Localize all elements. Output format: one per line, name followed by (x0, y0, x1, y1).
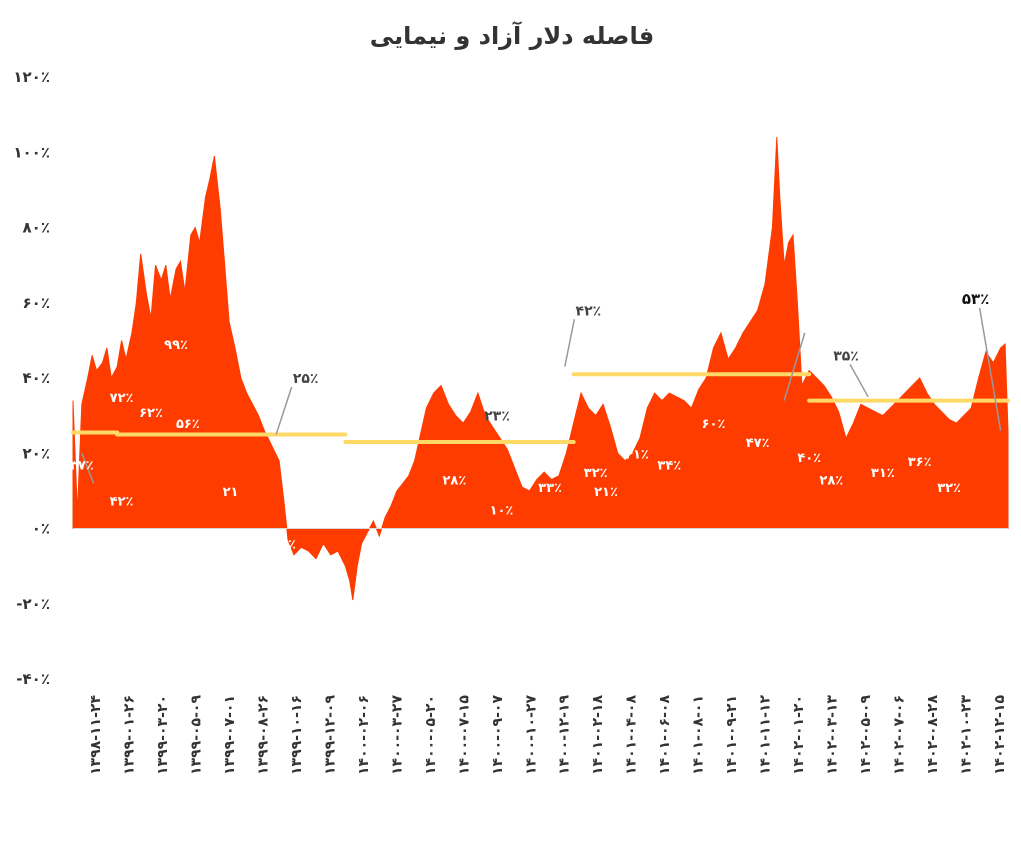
data-label: ۲۱ (223, 485, 239, 500)
data-label: ۷۲٪ (110, 391, 134, 406)
area-series (72, 137, 1009, 601)
data-label: ۳۲٪ (584, 466, 608, 481)
data-label: ۲۸٪ (819, 474, 843, 489)
x-tick-label: ۱۴۰۱-۱۱-۱۲ (758, 695, 774, 775)
annotation-leader (564, 319, 576, 367)
area-series-fill (72, 137, 1009, 601)
data-label: ۳۱٪ (871, 466, 895, 481)
data-label: ۴۲٪ (110, 494, 134, 509)
annotation-leader (978, 307, 1002, 431)
x-tick-label: ۱۳۹۹-۰۸-۲۶ (255, 695, 271, 775)
y-tick-label: ۸۰٪ (23, 219, 50, 237)
annotation-label: ۴۲٪ (576, 303, 602, 319)
x-tick-label: ۱۴۰۲-۰۷-۰۶ (892, 695, 908, 775)
data-label: ۲۱٪ (594, 485, 618, 500)
x-tick-label: ۱۴۰۱-۰۸-۰۱ (691, 695, 707, 775)
annotation-label: ۵۳٪ (962, 290, 989, 308)
x-tick-label: ۱۴۰۱-۰۹-۲۱ (724, 695, 740, 775)
y-tick-label: ۰٪ (32, 520, 50, 538)
y-tick-label: ۱۰۰٪ (13, 143, 50, 161)
data-label: ۱۰٪ (490, 504, 514, 519)
x-tick-label: ۱۴۰۲-۱۲-۱۵ (992, 695, 1008, 775)
data-label: ۶۰٪ (702, 417, 726, 432)
x-axis: ۱۳۹۸-۱۱-۲۴ ۱۳۹۹-۰۱-۲۶ ۱۳۹۹-۰۳-۲۰ ۱۳۹۹-۰۵-۰۹… (88, 695, 1008, 775)
annotation-leader (783, 332, 806, 401)
x-tick-label: ۱۴۰۰-۱۰-۲۷ (523, 695, 539, 775)
x-tick-label: ۱۴۰۰-۱۲-۱۹ (557, 695, 573, 775)
y-tick-label: -۴۰٪ (16, 670, 50, 688)
y-tick-label: ۲۰٪ (23, 444, 50, 462)
data-label: ۱۹ (286, 560, 302, 575)
data-label: ۳۶٪ (908, 455, 932, 470)
x-tick-label: ۱۴۰۰-۰۹-۰۷ (490, 695, 506, 775)
chart-title: فاصله دلار آزاد و نیمایی (370, 21, 654, 50)
annotation-label: ۲۵٪ (293, 371, 319, 387)
x-tick-label: ۱۴۰۱-۰۶-۰۸ (657, 695, 673, 775)
x-tick-label: ۱۳۹۹-۰۵-۰۹ (188, 695, 204, 775)
annotation-leader (275, 386, 293, 435)
x-tick-label: ۱۳۹۹-۰۷-۰۱ (222, 695, 238, 775)
x-tick-label: ۱۴۰۱-۰۲-۱۸ (590, 695, 606, 775)
y-tick-label: ۴۰٪ (23, 369, 50, 387)
x-tick-label: ۱۴۰۰-۰۲-۰۶ (356, 695, 372, 775)
data-label: ۳۷٪ (70, 459, 94, 474)
annotation-label: ۲۳٪ (484, 409, 510, 425)
data-labels: ۳۷٪ ۴۲٪ ۷۲٪ ۶۲٪ ۵۶٪ ۹۹٪ ۲۱ ۷٪ ۱۹ ۲۰٪ ۳۸٪ ۲۸٪ ۱۰٪ ۳۳٪ ۳… (70, 338, 961, 575)
annotation-leader (849, 364, 869, 398)
y-axis: -۴۰٪ -۲۰٪ ۰٪ ۲۰٪ ۴۰٪ ۶۰٪ ۸۰٪ ۱۰۰٪ ۱۲۰٪ (13, 68, 50, 688)
x-tick-label: ۱۴۰۰-۰۷-۱۵ (456, 695, 472, 775)
x-tick-label: ۱۳۹۹-۱۲-۰۹ (322, 695, 338, 775)
data-label: ۴۱٪ (625, 447, 649, 462)
data-label: ۴۷٪ (746, 436, 770, 451)
x-tick-label: ۱۳۹۹-۰۱-۲۶ (121, 695, 137, 775)
x-tick-label: ۱۴۰۰-۰۳-۲۷ (389, 695, 405, 775)
x-tick-label: ۱۳۹۹-۰۳-۲۰ (155, 695, 171, 775)
data-label: ۲۰٪ (363, 485, 387, 500)
data-label: ۳۲٪ (937, 481, 961, 496)
data-label: ۹۹٪ (164, 338, 188, 353)
x-tick-label: ۱۴۰۱-۰۴-۰۸ (624, 695, 640, 775)
data-label: ۳۸٪ (379, 455, 403, 470)
data-label: ۷٪ (280, 538, 296, 553)
annotation-label: ۳۵٪ (833, 348, 859, 364)
data-label: ۳۳٪ (538, 481, 562, 496)
annotation-leader (81, 452, 95, 484)
x-tick-label: ۱۴۰۲-۰۳-۱۳ (825, 695, 841, 775)
x-tick-label: ۱۴۰۰-۰۵-۲۰ (423, 695, 439, 775)
y-tick-label: -۲۰٪ (16, 595, 50, 613)
data-label: ۶۲٪ (139, 406, 163, 421)
data-label: ۲۸٪ (442, 474, 466, 489)
x-tick-label: ۱۴۰۲-۰۱-۲۰ (791, 695, 807, 775)
x-tick-label: ۱۳۹۹-۱۰-۱۶ (289, 695, 305, 775)
data-label: ۳۴٪ (657, 459, 681, 474)
x-tick-label: ۱۴۰۲-۰۸-۲۸ (925, 695, 941, 775)
average-lines (71, 372, 1010, 444)
x-tick-label: ۱۳۹۸-۱۱-۲۴ (88, 695, 104, 775)
annotations: ۲۵٪ ۲۳٪ ۴۲٪ ۳۵٪ ۵۳٪ (81, 290, 1002, 484)
data-label: ۵۶٪ (176, 417, 200, 432)
x-tick-label: ۱۴۰۲-۰۵-۰۹ (858, 695, 874, 775)
y-tick-label: ۶۰٪ (23, 294, 50, 312)
x-tick-label: ۱۴۰۲-۱۰-۲۳ (959, 695, 975, 775)
data-label: ۴۰٪ (797, 451, 821, 466)
y-tick-label: ۱۲۰٪ (13, 68, 50, 86)
